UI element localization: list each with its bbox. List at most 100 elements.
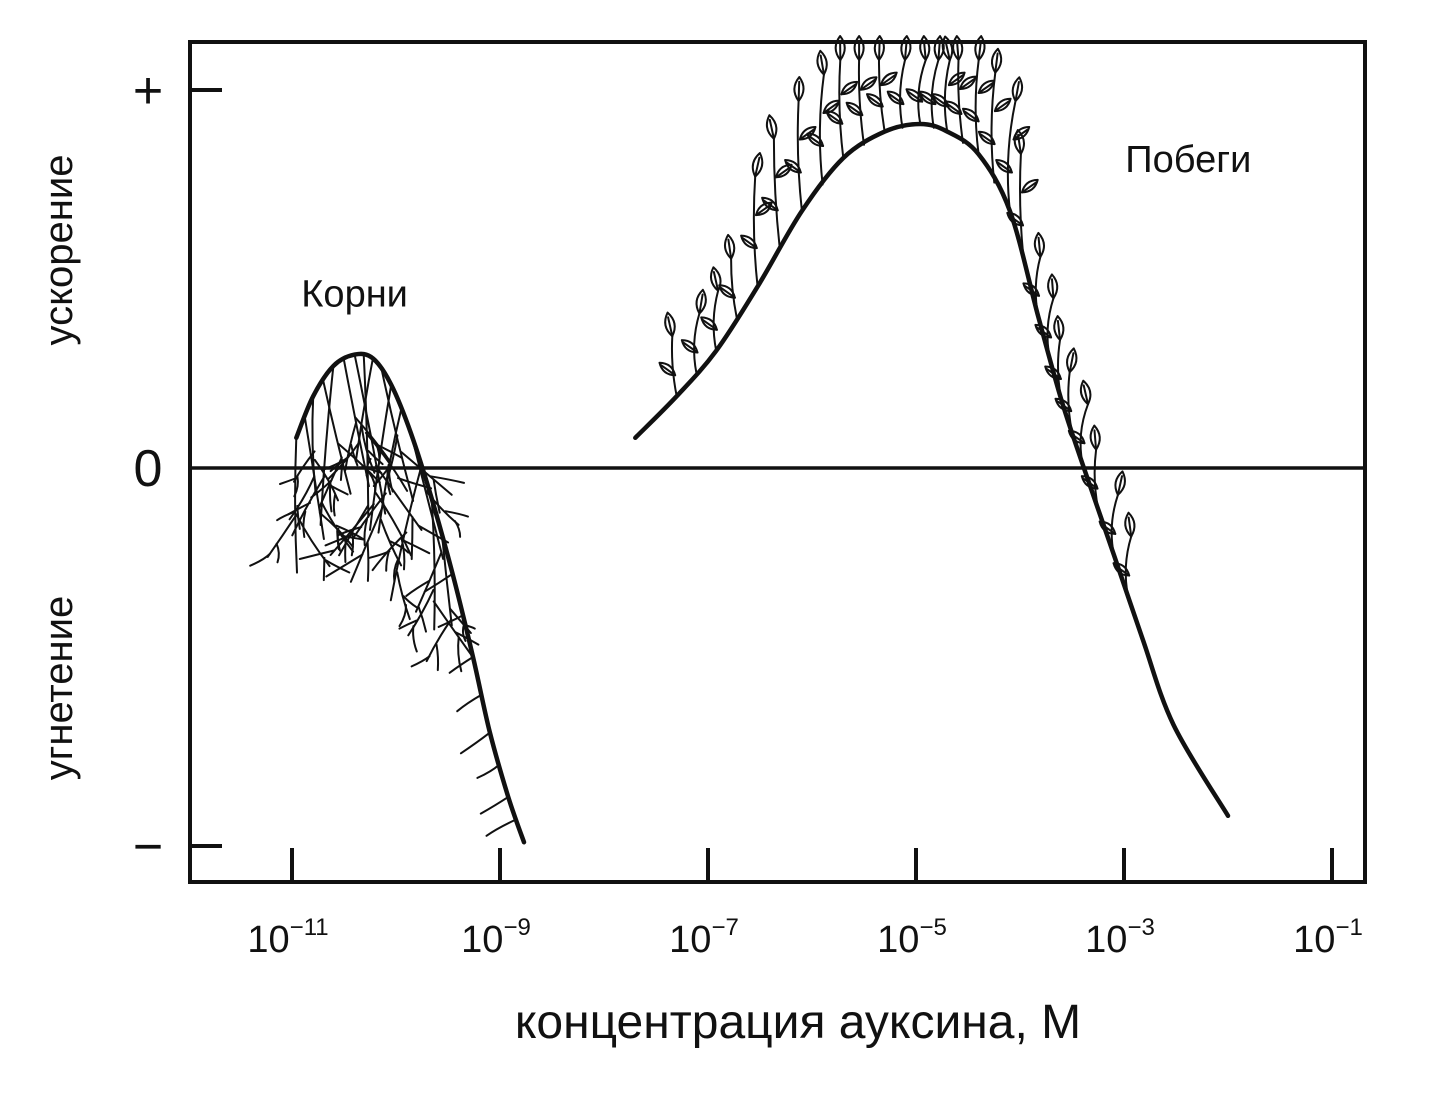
root-stroke: [375, 464, 423, 531]
root-stroke: [326, 441, 360, 481]
shoot-stem: [957, 59, 964, 144]
leaf-vein: [1082, 384, 1090, 406]
shoot-stem: [1006, 100, 1017, 212]
root-stroke: [336, 527, 340, 551]
root-stroke: [432, 478, 441, 514]
leaf-vein: [947, 74, 964, 87]
x-axis-tick-labels: 10−11 10−9 10−7 10−5 10−3 10−1: [247, 914, 1362, 961]
root-stroke: [476, 763, 501, 779]
leaf-shape: [806, 132, 825, 147]
root-stroke: [459, 731, 491, 755]
leaf-shape: [995, 159, 1013, 174]
root-stroke: [339, 460, 345, 481]
leaf-vein: [840, 83, 857, 96]
root-stroke: [344, 421, 358, 472]
leaf-vein: [1051, 278, 1055, 300]
root-stroke: [410, 655, 431, 668]
leaf-vein: [1068, 352, 1075, 374]
leaf-vein: [1017, 133, 1022, 155]
leaf-vein: [1037, 236, 1042, 258]
leaf-vein: [977, 39, 982, 61]
leaf-shape: [1011, 76, 1024, 102]
leaf-vein: [1056, 319, 1062, 341]
y-tick-label-2: −: [133, 818, 163, 876]
leaf-vein: [698, 293, 704, 315]
root-stroke: [398, 619, 418, 630]
leaf-shape: [931, 93, 950, 108]
leaf-shape: [853, 35, 865, 61]
root-stroke: [275, 542, 280, 564]
root-stroke: [350, 531, 355, 557]
leaf-shape: [664, 311, 676, 338]
leaf-shape: [974, 35, 986, 61]
y-label-lower: угнетение: [37, 596, 81, 780]
leaf-shape: [718, 284, 736, 299]
leaf-shape: [751, 152, 764, 178]
leaf-vein: [937, 39, 941, 61]
y-tick-label-0: +: [133, 62, 163, 120]
root-stroke: [324, 534, 352, 547]
root-stroke: [350, 443, 359, 467]
leaf-shape: [740, 234, 758, 250]
shoot-stem: [772, 137, 781, 250]
series-labels: Корни Побеги: [301, 139, 1251, 316]
leaf-shape: [866, 93, 884, 108]
y-axis-ticks: +0 −: [133, 62, 222, 876]
root-stroke: [332, 494, 336, 517]
leaf-shape: [941, 35, 954, 61]
root-stroke: [456, 693, 483, 713]
shoot-stem: [974, 59, 980, 156]
root-stroke: [376, 443, 403, 459]
leaf-vein: [903, 39, 908, 61]
root-stroke: [369, 383, 393, 531]
root-stroke: [328, 483, 349, 496]
leaf-vein: [808, 135, 825, 147]
root-stroke: [388, 470, 394, 493]
leaf-vein: [847, 104, 864, 117]
x-axis-label: концентрация ауксина, М: [515, 996, 1081, 1049]
shoots-illustration: [658, 35, 1136, 598]
leaf-vein: [878, 39, 881, 61]
leaf-vein: [660, 364, 677, 377]
root-stroke: [291, 475, 326, 537]
plot-frame: [188, 40, 1367, 884]
leaf-vein: [880, 74, 897, 87]
root-stroke: [322, 380, 352, 495]
leaf-shape: [1079, 379, 1092, 406]
leaf-shape: [1047, 273, 1059, 300]
roots-illustration: [249, 353, 518, 837]
root-stroke: [311, 395, 317, 495]
root-stroke: [288, 475, 316, 521]
leaf-vein: [727, 238, 733, 260]
leaf-vein: [827, 112, 844, 125]
leaf-vein: [667, 316, 674, 338]
root-stroke: [293, 475, 299, 498]
root-stroke: [398, 604, 408, 628]
leaf-shape: [1098, 520, 1117, 535]
root-stroke: [336, 526, 363, 537]
leaf-vein: [920, 93, 937, 106]
root-stroke: [428, 475, 465, 484]
leaf-shape: [952, 35, 964, 61]
root-stroke: [319, 364, 335, 526]
shoot-stem: [917, 59, 927, 125]
root-stroke: [417, 605, 427, 633]
leaf-shape: [709, 266, 722, 292]
leaf-vein: [785, 161, 802, 174]
leaf-vein: [1093, 429, 1098, 451]
root-stroke: [354, 357, 374, 463]
leaf-shape: [840, 80, 859, 96]
shoot-stem: [818, 73, 825, 186]
root-stroke: [279, 477, 298, 485]
root-stroke: [365, 458, 372, 477]
leaf-shape: [873, 35, 885, 61]
shoot-stem: [899, 59, 906, 129]
x-axis-ticks: [290, 848, 1334, 882]
root-stroke: [485, 818, 518, 837]
leaf-shape: [993, 97, 1012, 113]
shoot-stem: [796, 100, 803, 212]
leaf-vein: [701, 318, 718, 331]
leaf-vein: [963, 110, 980, 123]
leaf-shape: [1053, 315, 1065, 341]
